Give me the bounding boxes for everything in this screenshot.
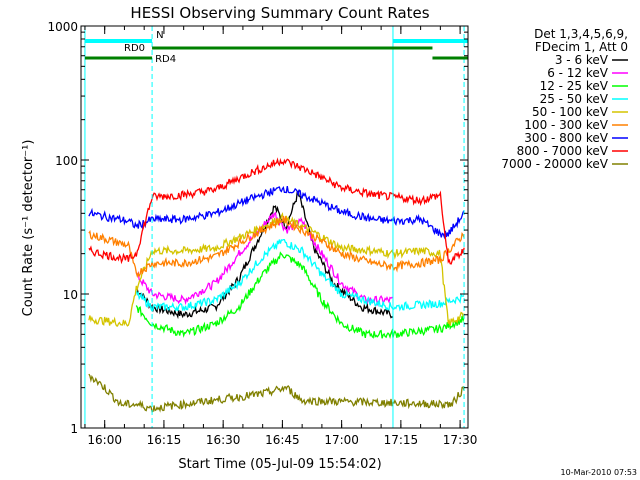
x-tick-label-0: 16:00 [87,433,122,447]
x-tick-label-6: 17:30 [443,433,478,447]
series-line-1 [135,211,394,307]
series-line-5 [88,215,465,279]
x-tick-label-1: 16:15 [147,433,182,447]
legend-label-2: 12 - 25 keV [540,79,609,93]
y-tick-label-3: 1000 [47,20,78,34]
y-tick-label-0: 1 [70,422,78,436]
legend-header-1: FDecim 1, Att 0 [535,40,628,54]
series-line-7 [88,157,465,265]
legend-label-1: 6 - 12 keV [547,66,609,80]
chart-title: HESSI Observing Summary Count Rates [130,4,429,22]
series-layer [88,157,465,413]
axes-layer: 16:00 16:15 16:30 16:45 17:00 17:15 17:30 1 10 10… [47,20,477,447]
y-tick-label-1: 10 [63,288,78,302]
status-label-rd0: RD0 [124,43,145,54]
x-tick-label-2: 16:30 [206,433,241,447]
legend-label-0: 3 - 6 keV [555,53,609,67]
legend-label-8: 7000 - 20000 keV [501,157,608,171]
series-line-8 [88,373,465,413]
legend: Det 1,3,4,5,6,9,FDecim 1, Att 03 - 6 keV… [501,27,628,171]
series-line-6 [88,185,465,240]
y-axis-label: Count Rate (s⁻¹ detector⁻¹) [21,140,36,317]
legend-label-6: 300 - 800 keV [524,131,608,145]
x-tick-label-3: 16:45 [265,433,300,447]
status-label-rd4: RD4 [155,54,176,65]
x-axis-label: Start Time (05-Jul-09 15:54:02) [178,457,381,472]
legend-label-4: 50 - 100 keV [532,105,609,119]
status-label-n: N [156,30,163,41]
x-tick-label-5: 17:15 [384,433,419,447]
series-line-2 [135,251,465,340]
timestamp: 10-Mar-2010 07:53 [561,468,638,477]
legend-label-7: 800 - 7000 keV [517,144,609,158]
legend-header-0: Det 1,3,4,5,6,9, [534,27,628,41]
legend-label-5: 100 - 300 keV [524,118,608,132]
series-line-4 [88,212,465,327]
plot-frame [80,25,469,429]
markers-layer: N RD0 RD4 [84,26,468,428]
y-tick-label-2: 100 [55,154,78,168]
legend-label-3: 25 - 50 keV [540,92,609,106]
series-line-3 [135,238,465,313]
x-tick-label-4: 17:00 [324,433,359,447]
